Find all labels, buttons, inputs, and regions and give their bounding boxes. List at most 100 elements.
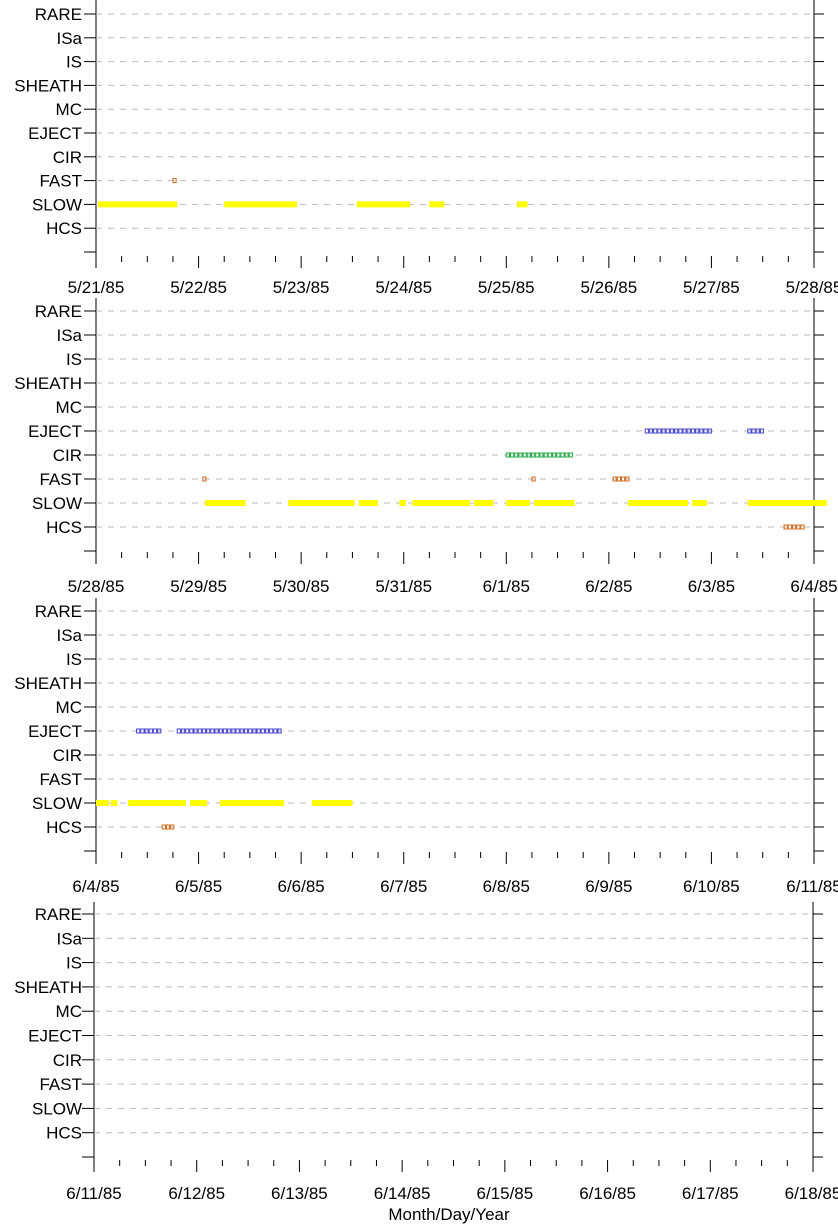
marker-eject [260, 728, 265, 734]
marker-eject [243, 728, 249, 734]
bar-slow [412, 500, 470, 506]
bar-slow [224, 201, 297, 208]
marker-eject [185, 728, 190, 734]
marker-eject [214, 728, 219, 734]
marker-eject [755, 428, 760, 434]
marker-fast [621, 476, 626, 482]
marker-eject [157, 728, 162, 734]
y-tick-label: MC [56, 1002, 82, 1021]
x-tick-label: 6/2/85 [585, 577, 632, 596]
marker-cir [509, 452, 515, 458]
marker-cir [539, 452, 544, 458]
marker-eject [759, 428, 765, 434]
bar-slow [190, 800, 208, 806]
marker-cir [530, 452, 536, 458]
marker-eject [674, 428, 679, 434]
bar-slow [516, 201, 528, 208]
y-tick-label: HCS [46, 818, 82, 837]
marker-eject [210, 728, 215, 734]
y-tick-label: RARE [35, 905, 82, 924]
y-tick-label: HCS [46, 1124, 82, 1143]
marker-fast [531, 476, 536, 482]
marker-eject [197, 728, 202, 734]
marker-eject [176, 728, 181, 734]
x-tick-label: 6/16/85 [579, 1184, 636, 1203]
x-axis-label: Month/Day/Year [388, 1205, 510, 1224]
marker-fast [625, 476, 630, 482]
bar-slow [474, 500, 494, 506]
y-tick-label: EJECT [28, 124, 82, 143]
marker-eject [686, 428, 691, 434]
y-tick-label: ISa [56, 626, 82, 645]
x-tick-label: 6/11/85 [66, 1184, 121, 1203]
marker-eject [235, 728, 240, 734]
marker-eject [256, 728, 261, 734]
marker-eject [140, 728, 145, 734]
x-tick-label: 6/9/85 [585, 877, 632, 896]
marker-eject [193, 728, 198, 734]
marker-eject [231, 728, 236, 734]
marker-eject [248, 728, 253, 734]
x-tick-label: 5/29/85 [170, 577, 227, 596]
y-tick-label: CIR [53, 148, 82, 167]
marker-cir [522, 452, 527, 458]
x-tick-label: 5/31/85 [375, 577, 432, 596]
y-tick-label: FAST [39, 770, 82, 789]
bar-slow [628, 500, 688, 506]
x-tick-label: 5/26/85 [580, 278, 637, 297]
marker-eject [239, 728, 244, 734]
marker-eject [218, 728, 223, 734]
y-tick-label: SHEATH [14, 978, 82, 997]
marker-eject [751, 428, 756, 434]
panel-3: RARE ISa IS SHEATH MC EJECT CIR FAST SLOW HCS 6/4/… [14, 598, 838, 896]
bar-slow [399, 500, 406, 506]
y-tick-label: SLOW [32, 494, 82, 513]
bar-slow [506, 500, 530, 506]
panel-2: RARE ISa IS SHEATH MC EJECT CIR FAST SLOW HCS 5/28… [14, 298, 838, 596]
marker-eject [264, 728, 270, 734]
marker-eject [144, 728, 149, 734]
marker-eject [682, 428, 687, 434]
y-tick-label: MC [56, 398, 82, 417]
y-tick-label: CIR [53, 446, 82, 465]
x-tick-label: 6/18/85 [785, 1184, 838, 1203]
marker-hcs [787, 524, 792, 530]
marker-eject [148, 728, 153, 734]
y-tick-label: SHEATH [14, 374, 82, 393]
marker-eject [206, 728, 211, 734]
marker-eject [273, 728, 278, 734]
marker-eject [644, 428, 649, 434]
y-tick-label: IS [66, 650, 82, 669]
marker-cir [551, 452, 557, 458]
x-tick-label: 5/23/85 [273, 278, 330, 297]
x-tick-label: 6/11/85 [786, 877, 838, 896]
marker-cir [560, 452, 565, 458]
x-tick-label: 6/1/85 [483, 577, 530, 596]
y-tick-label: SLOW [32, 794, 82, 813]
marker-hcs [796, 524, 801, 530]
x-tick-label: 6/10/85 [683, 877, 740, 896]
panel-4: RARE ISa IS SHEATH MC EJECT CIR FAST SLOW HCS 6/11… [14, 902, 838, 1224]
bar-slow [110, 800, 118, 806]
x-tick-label: 6/4/85 [790, 577, 837, 596]
marker-hcs [170, 824, 175, 830]
x-tick-label: 6/4/85 [72, 877, 119, 896]
y-tick-label: MC [56, 100, 82, 119]
marker-eject [657, 428, 662, 434]
marker-eject [180, 728, 186, 734]
y-tick-label: ISa [56, 29, 82, 48]
bar-slow [204, 500, 246, 506]
x-tick-label: 6/14/85 [374, 1184, 431, 1203]
x-tick-label: 6/12/85 [168, 1184, 225, 1203]
marker-eject [707, 428, 712, 434]
marker-eject [661, 428, 666, 434]
y-tick-label: EJECT [28, 1027, 82, 1046]
bar-slow [96, 800, 109, 806]
y-tick-label: SHEATH [14, 674, 82, 693]
y-tick-label: SLOW [32, 1099, 82, 1118]
y-tick-label: RARE [35, 5, 82, 24]
y-tick-label: IS [66, 954, 82, 973]
marker-cir [564, 452, 569, 458]
marker-eject [665, 428, 670, 434]
